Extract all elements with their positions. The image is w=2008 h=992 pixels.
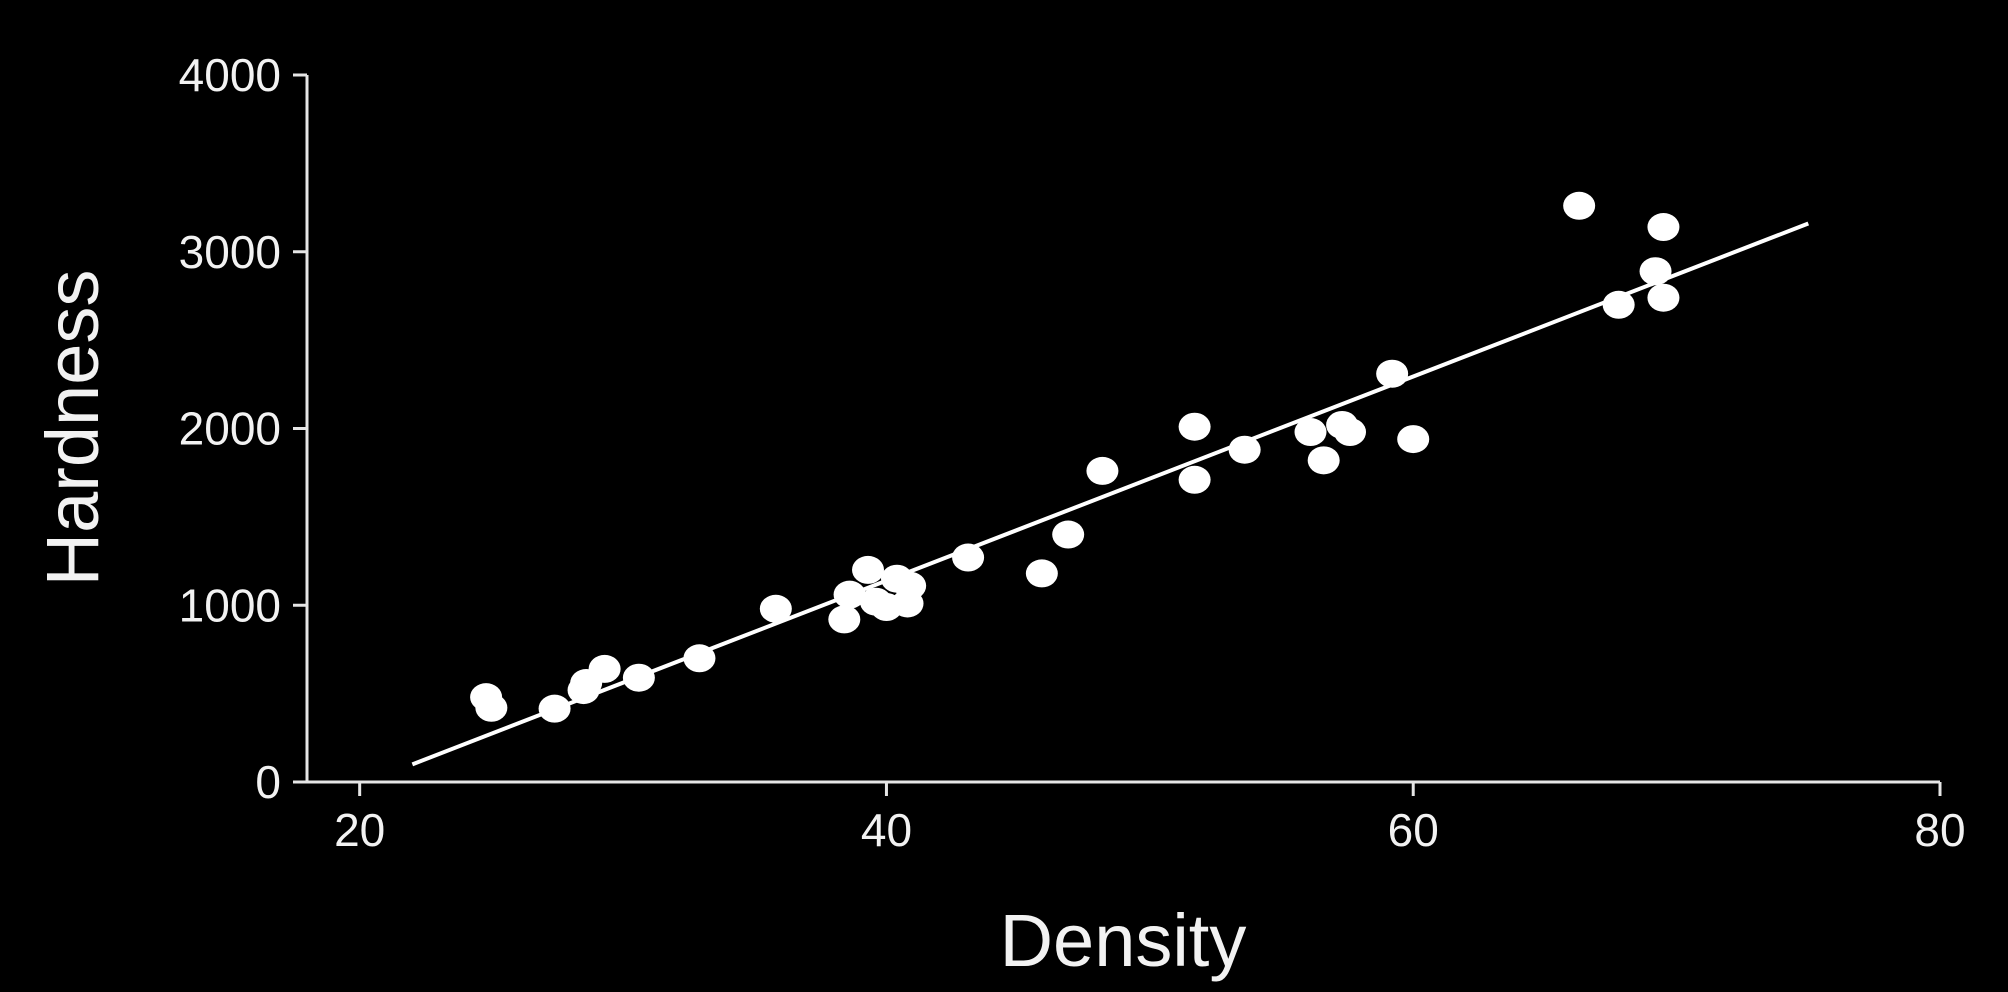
data-point <box>1307 446 1340 475</box>
y-tick-label: 4000 <box>179 49 281 101</box>
data-points <box>470 191 1680 723</box>
data-point <box>1602 290 1635 319</box>
data-point <box>952 543 985 572</box>
data-point <box>538 694 571 723</box>
axes <box>305 75 1940 784</box>
data-point <box>1025 559 1058 588</box>
data-point <box>1647 283 1680 312</box>
data-point <box>828 605 861 634</box>
y-tick-label: 1000 <box>179 579 281 631</box>
data-point <box>894 571 927 600</box>
x-tick-label: 20 <box>334 804 385 856</box>
data-point <box>683 644 716 673</box>
data-point <box>1563 191 1596 220</box>
x-axis-title: Density <box>1000 899 1247 982</box>
fit-line-group <box>411 221 1810 767</box>
data-point <box>759 594 792 623</box>
y-tick-label: 0 <box>255 756 281 808</box>
data-point <box>1334 418 1367 447</box>
data-point <box>1178 412 1211 441</box>
data-point <box>1086 456 1119 485</box>
data-point <box>833 580 866 609</box>
x-tick-label: 40 <box>861 804 912 856</box>
x-tick-label: 60 <box>1388 804 1439 856</box>
y-tick-label: 3000 <box>179 226 281 278</box>
data-point <box>1639 257 1672 286</box>
data-point <box>1294 418 1327 447</box>
ticks: 0 1000 2000 3000 4000 20 40 60 80 <box>179 49 1966 856</box>
data-point <box>1228 435 1261 464</box>
data-point <box>1052 520 1085 549</box>
data-point <box>475 693 508 722</box>
data-point <box>1397 425 1430 454</box>
data-point <box>1647 213 1680 242</box>
y-axis-title: Hardness <box>31 270 114 587</box>
x-tick-label: 80 <box>1914 804 1965 856</box>
data-point <box>588 654 621 683</box>
y-tick-label: 2000 <box>179 403 281 455</box>
data-point <box>1178 465 1211 494</box>
data-point <box>852 555 885 584</box>
data-point <box>1376 359 1409 388</box>
data-point <box>622 663 655 692</box>
regression-line <box>411 221 1810 767</box>
